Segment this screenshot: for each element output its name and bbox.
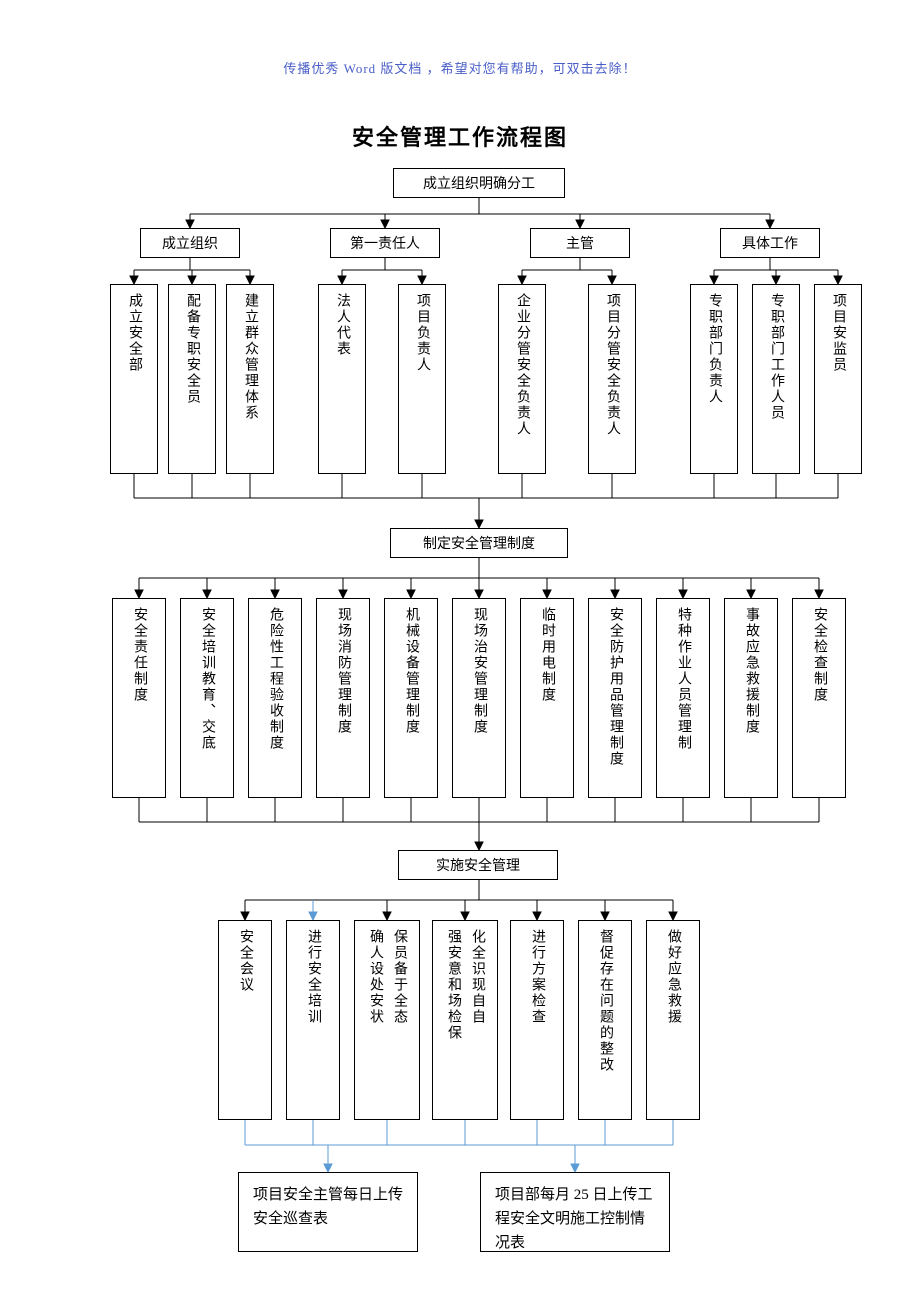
page: 传播优秀 Word 版文档 ，希望对您有帮助，可双击去除！ 安全管理工作流程图 bbox=[0, 0, 920, 1302]
sys-5: 现场治安管理制度 bbox=[452, 598, 506, 798]
l3-first-0: 法人代表 bbox=[318, 284, 366, 474]
header-note: 传播优秀 Word 版文档 ，希望对您有帮助，可双击去除！ bbox=[0, 58, 920, 77]
sys-1: 安全培训教育、交底 bbox=[180, 598, 234, 798]
l3-mgr-1: 项目分管安全负责人 bbox=[588, 284, 636, 474]
mid2-box: 实施安全管理 bbox=[398, 850, 558, 880]
l2-work: 具体工作 bbox=[720, 228, 820, 258]
sys-8: 特种作业人员管理制 bbox=[656, 598, 710, 798]
impl-3: 化全识现自自 强安意和场检保 bbox=[432, 920, 498, 1120]
l3-work-2: 项目安监员 bbox=[814, 284, 862, 474]
sys-7: 安全防护用品管理制度 bbox=[588, 598, 642, 798]
impl-0: 安全会议 bbox=[218, 920, 272, 1120]
l3-work-0: 专职部门负责人 bbox=[690, 284, 738, 474]
sys-4: 机械设备管理制度 bbox=[384, 598, 438, 798]
sys-9: 事故应急救援制度 bbox=[724, 598, 778, 798]
l2-first: 第一责任人 bbox=[330, 228, 440, 258]
l3-org-1: 配备专职安全员 bbox=[168, 284, 216, 474]
bottom-left: 项目安全主管每日上传安全巡查表 bbox=[238, 1172, 418, 1252]
sys-10: 安全检查制度 bbox=[792, 598, 846, 798]
sys-3: 现场消防管理制度 bbox=[316, 598, 370, 798]
bottom-right: 项目部每月 25 日上传工程安全文明施工控制情况表 bbox=[480, 1172, 670, 1252]
sys-6: 临时用电制度 bbox=[520, 598, 574, 798]
l3-org-2: 建立群众管理体系 bbox=[226, 284, 274, 474]
l3-first-1: 项目负责人 bbox=[398, 284, 446, 474]
impl-2: 保员备于全态 确人设处安状 bbox=[354, 920, 420, 1120]
impl-1: 进行安全培训 bbox=[286, 920, 340, 1120]
l2-mgr: 主管 bbox=[530, 228, 630, 258]
sys-0: 安全责任制度 bbox=[112, 598, 166, 798]
l3-work-1: 专职部门工作人员 bbox=[752, 284, 800, 474]
impl-6: 做好应急救援 bbox=[646, 920, 700, 1120]
impl-4: 进行方案检查 bbox=[510, 920, 564, 1120]
page-title: 安全管理工作流程图 bbox=[0, 120, 920, 152]
impl-5: 督促存在问题的整改 bbox=[578, 920, 632, 1120]
l3-mgr-0: 企业分管安全负责人 bbox=[498, 284, 546, 474]
l2-org: 成立组织 bbox=[140, 228, 240, 258]
l3-org-0: 成立安全部 bbox=[110, 284, 158, 474]
sys-2: 危险性工程验收制度 bbox=[248, 598, 302, 798]
root-box: 成立组织明确分工 bbox=[393, 168, 565, 198]
mid1-box: 制定安全管理制度 bbox=[390, 528, 568, 558]
